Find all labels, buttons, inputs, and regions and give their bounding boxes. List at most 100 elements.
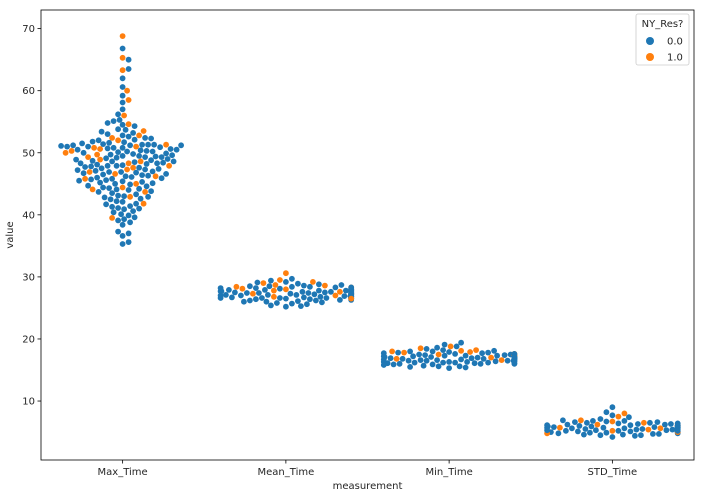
data-point-0.0 [307, 283, 313, 290]
data-point-0.0 [283, 303, 289, 310]
data-point-0.0 [615, 427, 622, 434]
data-point-0.0 [170, 158, 177, 165]
data-point-0.0 [85, 182, 91, 189]
data-point-1.0 [137, 158, 144, 165]
x-axis-label: measurement [333, 481, 403, 492]
data-point-1.0 [142, 189, 149, 195]
data-point-1.0 [125, 160, 132, 167]
data-point-0.0 [98, 165, 105, 172]
data-point-0.0 [152, 153, 159, 160]
legend-frame [635, 13, 690, 66]
data-point-0.0 [94, 161, 100, 168]
data-point-0.0 [107, 151, 114, 158]
plot-frame [40, 9, 695, 461]
data-point-1.0 [277, 277, 283, 283]
data-point-0.0 [289, 300, 295, 307]
data-point-0.0 [226, 287, 232, 293]
y-axis-label: value [5, 221, 16, 248]
data-point-0.0 [64, 143, 70, 150]
data-point-1.0 [86, 169, 93, 175]
data-point-0.0 [169, 152, 176, 159]
data-point-0.0 [113, 198, 120, 205]
y-tick-label: 50 [22, 148, 35, 159]
data-point-0.0 [316, 287, 322, 294]
data-point-0.0 [143, 161, 150, 167]
data-point-0.0 [575, 428, 581, 435]
data-point-0.0 [289, 283, 295, 290]
data-point-0.0 [127, 219, 133, 226]
data-point-0.0 [564, 421, 571, 428]
data-point-0.0 [597, 432, 604, 439]
data-point-0.0 [416, 351, 422, 358]
data-point-0.0 [119, 121, 126, 128]
data-point-0.0 [92, 167, 99, 174]
data-point-0.0 [504, 357, 511, 364]
data-point-0.0 [396, 360, 403, 367]
data-point-0.0 [265, 292, 271, 298]
data-point-0.0 [148, 135, 155, 142]
data-point-0.0 [155, 166, 162, 172]
data-point-0.0 [380, 362, 387, 368]
data-point-1.0 [68, 148, 75, 154]
data-point-0.0 [674, 422, 681, 429]
data-point-0.0 [422, 352, 428, 358]
data-point-0.0 [160, 159, 167, 166]
data-point-0.0 [387, 355, 394, 362]
data-point-0.0 [110, 209, 117, 216]
data-point-0.0 [458, 356, 464, 363]
data-point-0.0 [223, 292, 229, 298]
data-point-1.0 [130, 164, 137, 171]
data-point-0.0 [420, 362, 427, 369]
data-point-0.0 [149, 148, 156, 155]
data-point-0.0 [620, 431, 626, 438]
data-point-1.0 [121, 112, 127, 119]
data-point-0.0 [125, 212, 132, 219]
data-point-0.0 [158, 154, 165, 161]
data-point-0.0 [600, 424, 607, 431]
data-point-0.0 [145, 141, 152, 148]
data-point-0.0 [627, 428, 634, 435]
data-point-1.0 [115, 137, 121, 144]
data-point-0.0 [311, 291, 318, 298]
data-point-0.0 [434, 357, 440, 363]
data-point-0.0 [85, 143, 91, 150]
data-point-1.0 [125, 97, 132, 103]
data-point-1.0 [473, 347, 479, 353]
data-point-0.0 [663, 427, 670, 434]
data-point-0.0 [295, 280, 301, 287]
legend-label-0: 0.0 [667, 37, 683, 48]
data-point-1.0 [125, 121, 132, 128]
data-point-0.0 [494, 352, 500, 359]
data-point-0.0 [304, 301, 310, 308]
data-point-0.0 [115, 149, 121, 156]
data-point-0.0 [137, 195, 144, 202]
data-point-1.0 [94, 151, 100, 158]
data-point-0.0 [109, 203, 115, 210]
data-point-0.0 [435, 363, 442, 370]
data-point-0.0 [163, 150, 170, 157]
data-point-1.0 [119, 33, 126, 39]
data-point-1.0 [119, 184, 126, 191]
data-point-1.0 [458, 347, 464, 354]
data-point-0.0 [621, 425, 628, 432]
data-point-0.0 [136, 153, 143, 159]
data-point-0.0 [149, 168, 156, 175]
data-point-0.0 [125, 187, 132, 193]
data-point-0.0 [338, 282, 345, 288]
data-point-1.0 [140, 128, 147, 134]
data-point-0.0 [148, 188, 155, 195]
data-point-0.0 [127, 142, 133, 149]
data-point-0.0 [143, 183, 150, 190]
data-point-0.0 [462, 352, 469, 359]
data-point-1.0 [152, 173, 159, 180]
data-point-0.0 [428, 354, 434, 360]
data-point-0.0 [453, 343, 460, 350]
data-point-0.0 [464, 359, 470, 365]
data-point-0.0 [555, 430, 562, 437]
y-tick-label: 40 [22, 210, 35, 221]
data-point-0.0 [121, 193, 127, 200]
data-point-0.0 [115, 217, 121, 224]
data-point-0.0 [104, 162, 111, 169]
data-point-0.0 [477, 360, 484, 367]
